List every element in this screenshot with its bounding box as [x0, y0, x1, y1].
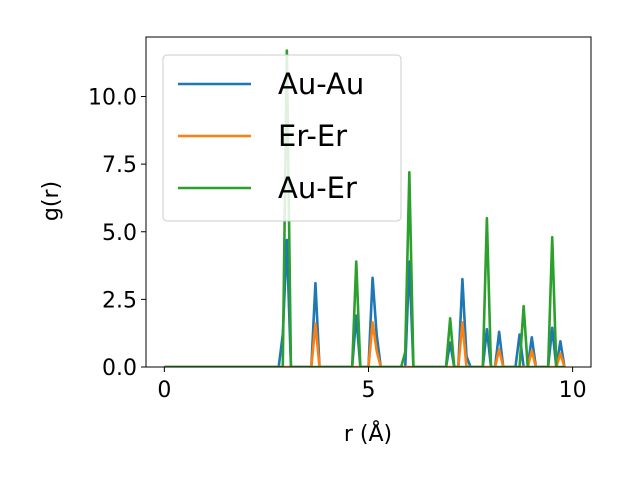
series-line-er-er: [164, 321, 566, 367]
y-tick-label: 5.0: [102, 221, 137, 246]
y-tick-label: 7.5: [102, 153, 137, 178]
y-tick-label: 2.5: [102, 288, 137, 313]
y-tick-label: 0.0: [102, 356, 137, 381]
legend: Au-Au Er-Er Au-Er: [162, 54, 402, 222]
x-tick-label: 5: [362, 378, 376, 403]
legend-label-er-er: Er-Er: [278, 119, 347, 153]
series-line-au-au: [164, 238, 566, 367]
legend-label-au-er: Au-Er: [278, 171, 357, 205]
y-tick-label: 10.0: [88, 86, 137, 111]
plot-area: [164, 49, 566, 367]
axes: 0 5 10 0.0 2.5 5.0 7.5 10.0: [88, 36, 592, 403]
x-axis-label: r (Å): [344, 420, 392, 447]
legend-label-au-au: Au-Au: [278, 67, 364, 101]
x-tick-label: 10: [559, 378, 587, 403]
x-tick-label: 0: [157, 378, 171, 403]
y-axis-label: g(r): [39, 181, 64, 221]
legend-box: [162, 54, 402, 222]
